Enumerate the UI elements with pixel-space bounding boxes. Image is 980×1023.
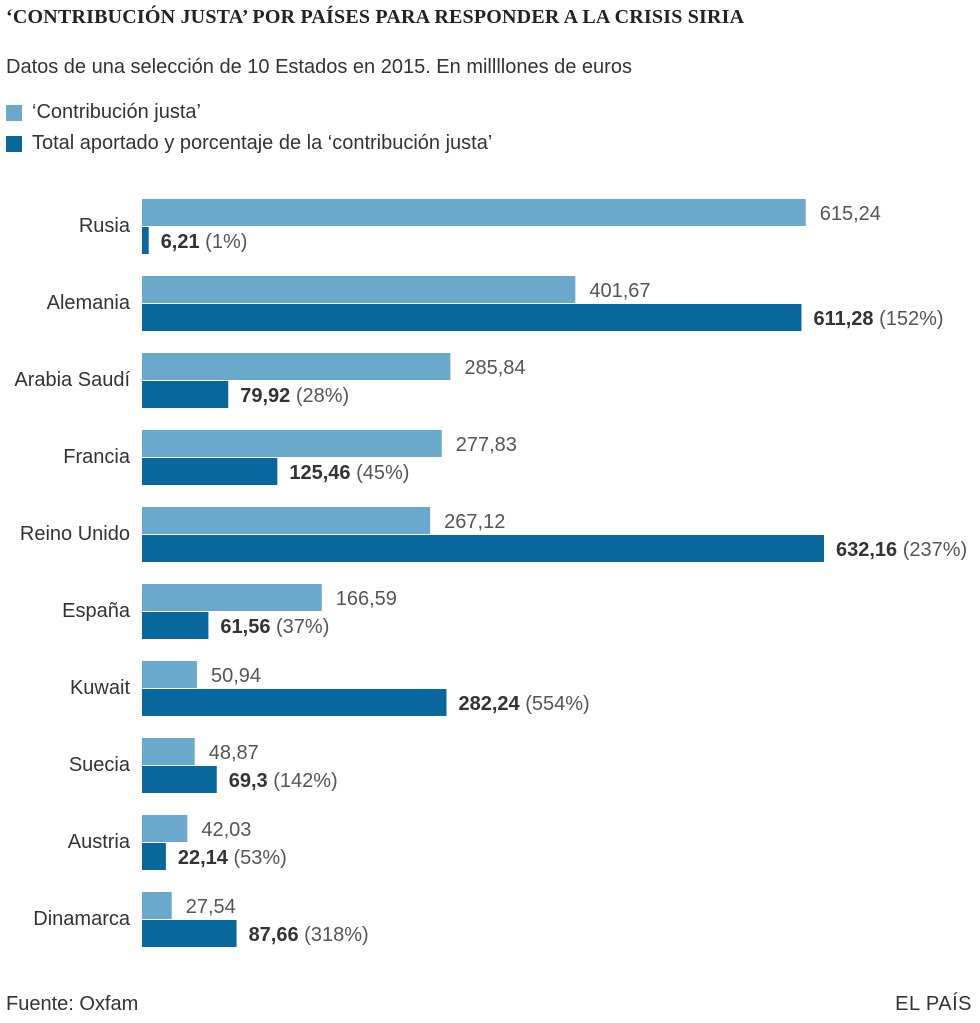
actual-value: 611,28	[813, 308, 879, 330]
legend-swatch-fair	[6, 104, 22, 121]
percent-of-fair: (53%)	[233, 847, 286, 869]
bar-fair-contribution	[142, 584, 322, 611]
category-label: Dinamarca	[33, 908, 131, 930]
value-label-actual: 282,24 (554%)	[458, 693, 589, 715]
percent-of-fair: (37%)	[276, 616, 329, 638]
bar-actual-contribution	[142, 304, 802, 331]
value-label-fair: 50,94	[211, 665, 261, 687]
bar-actual-contribution	[142, 612, 209, 639]
bar-fair-contribution	[142, 199, 806, 226]
actual-value: 125,46	[289, 462, 356, 484]
chart-subtitle: Datos de una selección de 10 Estados en …	[6, 56, 632, 78]
actual-value: 632,16	[836, 539, 903, 561]
value-label-fair: 48,87	[209, 742, 259, 764]
percent-of-fair: (45%)	[356, 462, 409, 484]
value-label-actual: 69,3 (142%)	[229, 770, 338, 792]
actual-value: 79,92	[240, 385, 296, 407]
percent-of-fair: (554%)	[525, 693, 589, 715]
category-label: España	[62, 600, 131, 622]
value-label-actual: 611,28 (152%)	[813, 308, 943, 330]
actual-value: 282,24	[458, 693, 525, 715]
legend-swatch-actual	[6, 135, 22, 152]
percent-of-fair: (142%)	[273, 770, 337, 792]
percent-of-fair: (1%)	[205, 231, 247, 253]
bar-chart: Rusia 615,24 6,21 (1%) Alemania 401,67 611,28…	[14, 199, 967, 947]
publisher-brand: EL PAÍS	[895, 993, 972, 1015]
bar-fair-contribution	[142, 353, 451, 380]
value-label-fair: 285,84	[464, 357, 525, 379]
percent-of-fair: (152%)	[879, 308, 943, 330]
bar-fair-contribution	[142, 507, 431, 534]
bar-actual-contribution	[142, 381, 229, 408]
value-label-actual: 22,14 (53%)	[178, 847, 287, 869]
actual-value: 87,66	[249, 924, 305, 946]
bar-actual-contribution	[142, 843, 166, 870]
value-label-fair: 27,54	[186, 896, 236, 918]
chart-title: ‘CONTRIBUCIÓN JUSTA’ POR PAÍSES PARA RES…	[6, 6, 745, 28]
actual-value: 61,56	[220, 616, 276, 638]
actual-value: 22,14	[178, 847, 234, 869]
bar-fair-contribution	[142, 815, 188, 842]
category-label: Rusia	[79, 215, 131, 237]
source-note: Fuente: Oxfam	[6, 993, 139, 1015]
percent-of-fair: (237%)	[903, 539, 967, 561]
category-label: Francia	[63, 446, 131, 468]
value-label-fair: 267,12	[444, 511, 505, 533]
value-label-actual: 79,92 (28%)	[240, 385, 349, 407]
category-label: Arabia Saudí	[14, 369, 130, 391]
legend-item-fair: ‘Contribución justa’	[6, 101, 201, 124]
legend-label-actual: Total aportado y porcentaje de la ‘contr…	[32, 132, 493, 154]
percent-of-fair: (28%)	[296, 385, 349, 407]
bar-actual-contribution	[142, 689, 447, 716]
value-label-actual: 87,66 (318%)	[249, 924, 369, 946]
category-label: Reino Unido	[20, 523, 130, 545]
bar-fair-contribution	[142, 661, 197, 688]
bar-actual-contribution	[142, 458, 278, 485]
bar-fair-contribution	[142, 276, 576, 303]
value-label-actual: 125,46 (45%)	[289, 462, 409, 484]
bar-actual-contribution	[142, 766, 217, 793]
bar-fair-contribution	[142, 892, 172, 919]
percent-of-fair: (318%)	[304, 924, 368, 946]
legend-item-actual: Total aportado y porcentaje de la ‘contr…	[6, 132, 492, 155]
value-label-actual: 6,21 (1%)	[161, 231, 248, 253]
bar-actual-contribution	[142, 227, 149, 254]
bar-actual-contribution	[142, 920, 237, 947]
bar-actual-contribution	[142, 535, 824, 562]
bar-fair-contribution	[142, 738, 195, 765]
value-label-actual: 632,16 (237%)	[836, 539, 967, 561]
value-label-fair: 277,83	[456, 434, 517, 456]
value-label-fair: 615,24	[820, 203, 881, 225]
value-label-fair: 42,03	[201, 819, 251, 841]
actual-value: 6,21	[161, 231, 205, 253]
bar-fair-contribution	[142, 430, 442, 457]
actual-value: 69,3	[229, 770, 273, 792]
category-label: Austria	[68, 831, 131, 853]
legend-label-fair: ‘Contribución justa’	[32, 101, 201, 123]
category-label: Alemania	[47, 292, 131, 314]
category-label: Suecia	[69, 754, 131, 776]
value-label-fair: 401,67	[589, 280, 650, 302]
value-label-actual: 61,56 (37%)	[220, 616, 329, 638]
value-label-fair: 166,59	[336, 588, 397, 610]
category-label: Kuwait	[70, 677, 130, 699]
